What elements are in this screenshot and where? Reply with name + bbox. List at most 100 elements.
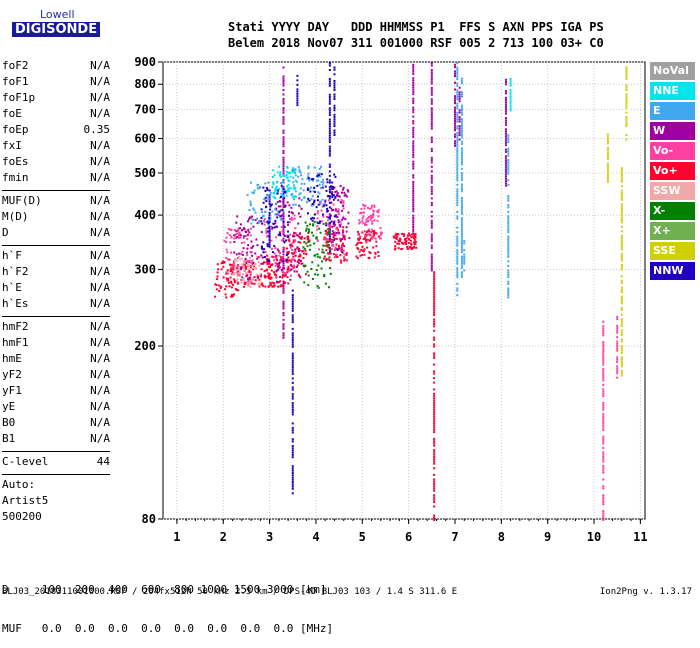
trace-point-vo bbox=[602, 395, 605, 398]
echo-point-x bbox=[327, 228, 330, 231]
trace-point-w bbox=[282, 323, 285, 326]
echo-point-w bbox=[336, 193, 339, 196]
echo-point-w bbox=[331, 241, 334, 244]
trace-point-vo bbox=[433, 388, 436, 391]
param-value: N/A bbox=[90, 107, 110, 120]
echo-point-vo bbox=[250, 262, 253, 265]
legend-item-sse: SSE bbox=[650, 242, 695, 260]
trace-point-e bbox=[456, 190, 459, 193]
echo-point-w bbox=[338, 247, 341, 250]
echo-point-vo bbox=[231, 265, 234, 268]
y-tick-label: 200 bbox=[134, 339, 156, 353]
trace-point-nnw bbox=[291, 453, 294, 456]
param-label: hmE bbox=[2, 352, 22, 365]
echo-point-e bbox=[298, 170, 301, 173]
trace-point-w bbox=[458, 129, 461, 132]
echo-point-x bbox=[311, 231, 314, 234]
echo-point-nne bbox=[291, 167, 294, 170]
trace-point-nnw bbox=[268, 200, 271, 203]
echo-point-vo bbox=[327, 219, 330, 222]
echo-point-nnw bbox=[330, 185, 333, 188]
echo-point-ssw bbox=[243, 279, 246, 282]
x-tick-label: 11 bbox=[633, 530, 647, 544]
echo-point-vo bbox=[404, 238, 407, 241]
echo-point-e bbox=[277, 213, 280, 216]
echo-point-nne bbox=[274, 189, 277, 192]
echo-point-nne bbox=[279, 172, 282, 175]
echo-point-ssw bbox=[236, 275, 239, 278]
echo-point-vo bbox=[400, 241, 403, 244]
trace-point-e bbox=[460, 106, 463, 109]
echo-point-vo bbox=[321, 205, 324, 208]
trace-point-sse bbox=[620, 221, 623, 224]
trace-point-sse bbox=[620, 207, 623, 210]
echo-point-e bbox=[256, 217, 259, 220]
echo-point-nnw bbox=[286, 221, 289, 224]
trace-point-vo bbox=[433, 392, 436, 395]
echo-point-w bbox=[238, 252, 241, 255]
echo-point-vo bbox=[253, 265, 256, 268]
trace-point-nnw bbox=[333, 116, 336, 119]
echo-point-vo bbox=[283, 271, 286, 274]
echo-point-vo bbox=[260, 268, 263, 271]
trace-point-e bbox=[460, 273, 463, 276]
echo-point-e bbox=[267, 223, 270, 226]
trace-point-vo bbox=[433, 280, 436, 283]
trace-point-nnw bbox=[291, 372, 294, 375]
echo-point-x bbox=[319, 231, 322, 234]
trace-point-e bbox=[460, 206, 463, 209]
echo-point-vo bbox=[289, 246, 292, 249]
trace-point-vo bbox=[433, 311, 436, 314]
echo-point-x bbox=[302, 246, 305, 249]
param-label: C-level bbox=[2, 455, 49, 468]
echo-point-vo bbox=[273, 282, 276, 285]
echo-point-vo bbox=[325, 258, 328, 261]
trace-point-vo bbox=[433, 278, 436, 281]
echo-point-vo bbox=[246, 254, 249, 257]
echo-point-nnw bbox=[278, 211, 281, 214]
echo-point-vo bbox=[287, 239, 290, 242]
param-row-fxi: fxI N/A bbox=[2, 138, 110, 154]
trace-point-w bbox=[430, 86, 433, 89]
echo-point-w bbox=[260, 220, 263, 223]
trace-point-e bbox=[507, 273, 510, 276]
trace-point-sse bbox=[620, 322, 623, 325]
trace-point-w bbox=[412, 93, 415, 96]
echo-point-vo bbox=[373, 205, 376, 208]
echo-point-vo bbox=[288, 237, 291, 240]
trace-point-w bbox=[504, 184, 507, 187]
echo-point-nnw bbox=[286, 236, 289, 239]
trace-point-w bbox=[412, 232, 415, 235]
echo-point-e bbox=[261, 211, 264, 214]
echo-point-ssw bbox=[254, 263, 257, 266]
trace-point-w bbox=[282, 145, 285, 148]
echo-point-vo bbox=[407, 232, 410, 235]
echo-point-w bbox=[296, 234, 299, 237]
echo-point-vo bbox=[408, 245, 411, 248]
echo-point-w bbox=[336, 192, 339, 195]
trace-point-w bbox=[412, 219, 415, 222]
echo-point-w bbox=[300, 207, 303, 210]
echo-point-nne bbox=[293, 195, 296, 198]
echo-point-vo bbox=[412, 235, 415, 238]
echo-point-nne bbox=[283, 175, 286, 178]
echo-point-nnw bbox=[329, 191, 332, 194]
echo-point-vo bbox=[396, 242, 399, 245]
trace-point-w bbox=[453, 115, 456, 118]
echo-point-e bbox=[308, 179, 311, 182]
echo-point-w bbox=[334, 197, 337, 200]
parameter-panel: foF2 N/A foF1 N/A foF1p N/A foE N/A foEp 0.35 fxI N… bbox=[2, 58, 110, 525]
echo-point-e bbox=[263, 198, 266, 201]
echo-point-nne bbox=[279, 196, 282, 199]
trace-point-sse bbox=[625, 68, 628, 71]
echo-point-vo bbox=[398, 242, 401, 245]
trace-point-e bbox=[460, 235, 463, 238]
echo-point-nnw bbox=[268, 235, 271, 238]
echo-point-ssw bbox=[235, 279, 238, 282]
trace-point-sse bbox=[620, 230, 623, 233]
echo-point-e bbox=[299, 205, 302, 208]
trace-point-sse bbox=[620, 241, 623, 244]
trace-point-vo bbox=[433, 478, 436, 481]
trace-point-w bbox=[504, 132, 507, 135]
trace-point-w bbox=[430, 138, 433, 141]
